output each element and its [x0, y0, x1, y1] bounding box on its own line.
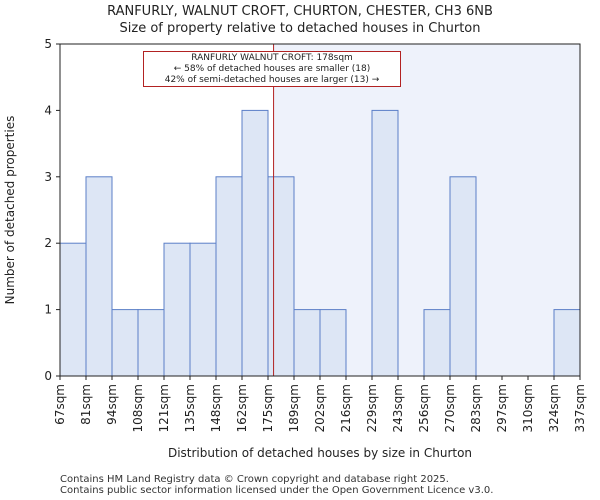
x-tick-label: 256sqm — [417, 384, 431, 432]
x-tick-label: 162sqm — [235, 384, 249, 432]
x-tick-label: 135sqm — [183, 384, 197, 432]
x-tick-label: 283sqm — [469, 384, 483, 432]
histogram-bar — [371, 109, 399, 377]
histogram-bar — [85, 176, 113, 377]
y-tick-label: 1 — [44, 303, 52, 317]
histogram-bar — [449, 176, 477, 377]
x-tick-label: 270sqm — [443, 384, 457, 432]
histogram-bar — [111, 309, 139, 377]
x-tick-label: 148sqm — [209, 384, 223, 432]
histogram-bar — [293, 309, 321, 377]
x-tick-label: 121sqm — [157, 384, 171, 432]
x-tick-label: 81sqm — [79, 384, 93, 425]
y-tick-label: 3 — [44, 170, 52, 184]
x-tick-label: 297sqm — [495, 384, 509, 432]
footer-line-1: Contains HM Land Registry data © Crown c… — [60, 474, 449, 485]
annotation-line-3: 42% of semi-detached houses are larger (… — [164, 75, 380, 85]
histogram-bar — [189, 242, 217, 377]
histogram-bar — [423, 309, 451, 377]
x-tick-label: 108sqm — [131, 384, 145, 432]
histogram-bar — [267, 176, 295, 377]
y-tick-label: 0 — [44, 369, 52, 383]
chart-title: RANFURLY, WALNUT CROFT, CHURTON, CHESTER… — [107, 4, 493, 19]
histogram-bar — [553, 309, 581, 377]
footer-line-2: Contains public sector information licen… — [60, 485, 494, 496]
x-tick-label: 94sqm — [105, 384, 119, 425]
chart-subtitle: Size of property relative to detached ho… — [119, 21, 481, 36]
x-tick-label: 216sqm — [339, 384, 353, 432]
histogram-bar — [163, 242, 191, 377]
x-tick-label: 202sqm — [313, 384, 327, 432]
histogram-bar — [215, 176, 243, 377]
histogram-bar — [241, 109, 269, 377]
x-tick-label: 189sqm — [287, 384, 301, 432]
x-tick-label: 67sqm — [53, 384, 67, 425]
y-tick-label: 5 — [44, 37, 52, 51]
x-tick-label: 310sqm — [521, 384, 535, 432]
x-tick-label: 175sqm — [261, 384, 275, 432]
annotation-line-2: ← 58% of detached houses are smaller (18… — [173, 64, 371, 74]
x-tick-label: 243sqm — [391, 384, 405, 432]
y-axis-label: Number of detached properties — [3, 115, 17, 305]
histogram-bar — [59, 242, 87, 377]
annotation-line-1: RANFURLY WALNUT CROFT: 178sqm — [191, 53, 353, 63]
y-tick-label: 2 — [44, 236, 52, 250]
y-tick-label: 4 — [44, 103, 52, 117]
property-annotation: RANFURLY WALNUT CROFT: 178sqm ← 58% of d… — [143, 51, 401, 87]
histogram-bar — [319, 309, 347, 377]
x-tick-label: 337sqm — [573, 384, 587, 432]
x-tick-label: 324sqm — [547, 384, 561, 432]
x-tick-label: 229sqm — [365, 384, 379, 432]
x-axis-label: Distribution of detached houses by size … — [167, 446, 473, 460]
histogram-bar — [137, 309, 165, 377]
